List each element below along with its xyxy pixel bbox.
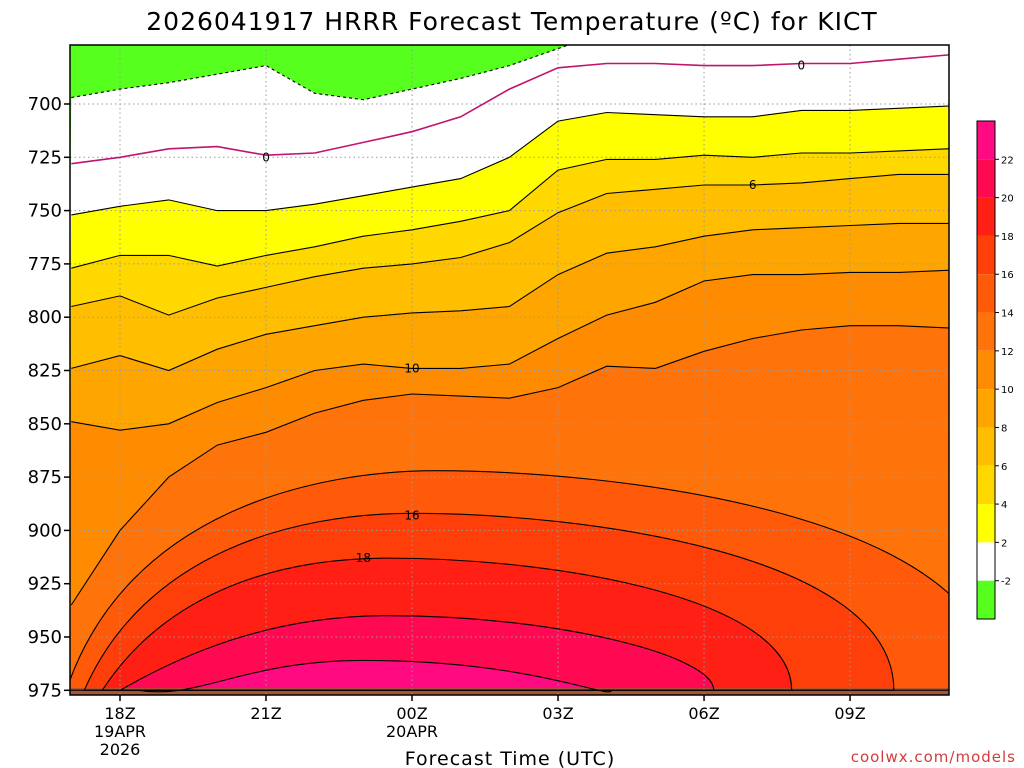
contour-2 [71, 105, 949, 216]
colorbar-label: 22 [1001, 155, 1014, 166]
contour-22 [138, 659, 613, 693]
colorbar-swatch [977, 197, 995, 236]
y-tick-label: 950 [28, 627, 62, 648]
contour-label: 10 [404, 361, 419, 375]
colorbar-label: 2 [1001, 538, 1007, 549]
contour-4 [71, 148, 949, 269]
contour-20 [118, 615, 715, 691]
contour-label: 0 [262, 150, 270, 164]
colorbar-swatch [977, 159, 995, 198]
y-tick-label: 775 [28, 254, 62, 275]
colorbar-label: 20 [1001, 194, 1014, 205]
contour-12 [70, 325, 949, 606]
x-tick-year: 2026 [100, 740, 141, 759]
contour-label: 16 [404, 508, 419, 522]
colorbar-label: 16 [1001, 270, 1014, 281]
contour--2 [71, 45, 570, 101]
chart-title: 2026041917 HRRR Forecast Temperature (ºC… [146, 7, 877, 36]
colorbar-label: 18 [1001, 232, 1014, 243]
x-tick-label: 03Z [542, 704, 573, 723]
ground-below-surface [70, 688, 949, 695]
colorbar-swatch [977, 465, 995, 505]
colorbar-swatch [977, 274, 995, 313]
colorbar-swatch [977, 312, 995, 351]
contour-10 [71, 269, 949, 431]
y-tick-label: 900 [28, 520, 62, 541]
contour-6 [71, 173, 949, 316]
colorbar-frame [976, 120, 996, 620]
contour-label: 0 [798, 59, 806, 73]
y-tick-label: 975 [28, 680, 62, 701]
colorbar-swatch [977, 235, 995, 275]
y-tick-label: 750 [28, 201, 62, 222]
y-tick-label: 925 [28, 574, 62, 595]
contour-14 [70, 470, 949, 691]
contour-18 [101, 557, 793, 691]
colorbar-label: -2 [1001, 577, 1011, 588]
contour-0 [71, 54, 949, 165]
colorbar-swatch [977, 542, 995, 581]
colorbar-label: 8 [1001, 423, 1007, 434]
colorbar-swatch [977, 580, 995, 619]
x-tick-label: 21Z [250, 704, 281, 723]
y-tick-label: 800 [28, 307, 62, 328]
band-above-22 [138, 660, 612, 692]
colorbar-label: 6 [1001, 462, 1007, 473]
y-tick-label: 875 [28, 467, 62, 488]
colorbar-swatch [977, 350, 995, 390]
x-tick-date: 19APR [94, 722, 146, 741]
y-tick-label: 850 [28, 414, 62, 435]
colorbar-swatch [977, 389, 995, 428]
y-tick-label: 725 [28, 147, 62, 168]
contour-8 [71, 222, 949, 372]
x-axis-label: Forecast Time (UTC) [405, 748, 615, 768]
colorbar-label: 12 [1001, 347, 1014, 358]
y-tick-label: 700 [28, 94, 62, 115]
x-tick-label: 00Z [396, 704, 427, 723]
x-tick-label: 09Z [834, 704, 865, 723]
colorbar-swatch [977, 427, 995, 466]
colorbar-label: 14 [1001, 309, 1014, 320]
contour-16 [83, 512, 895, 691]
contour-label: 18 [356, 551, 371, 565]
colorbar-swatch [977, 121, 995, 160]
credit-text: coolwx.com/models [851, 748, 1016, 766]
x-tick-label: 18Z [104, 704, 135, 723]
y-tick-label: 825 [28, 361, 62, 382]
colorbar-swatch [977, 504, 995, 543]
colorbar-label: 10 [1001, 385, 1014, 396]
x-tick-date: 20APR [386, 722, 438, 741]
x-tick-label: 06Z [688, 704, 719, 723]
colorbar-label: 4 [1001, 500, 1007, 511]
contour-label: 6 [749, 178, 757, 192]
